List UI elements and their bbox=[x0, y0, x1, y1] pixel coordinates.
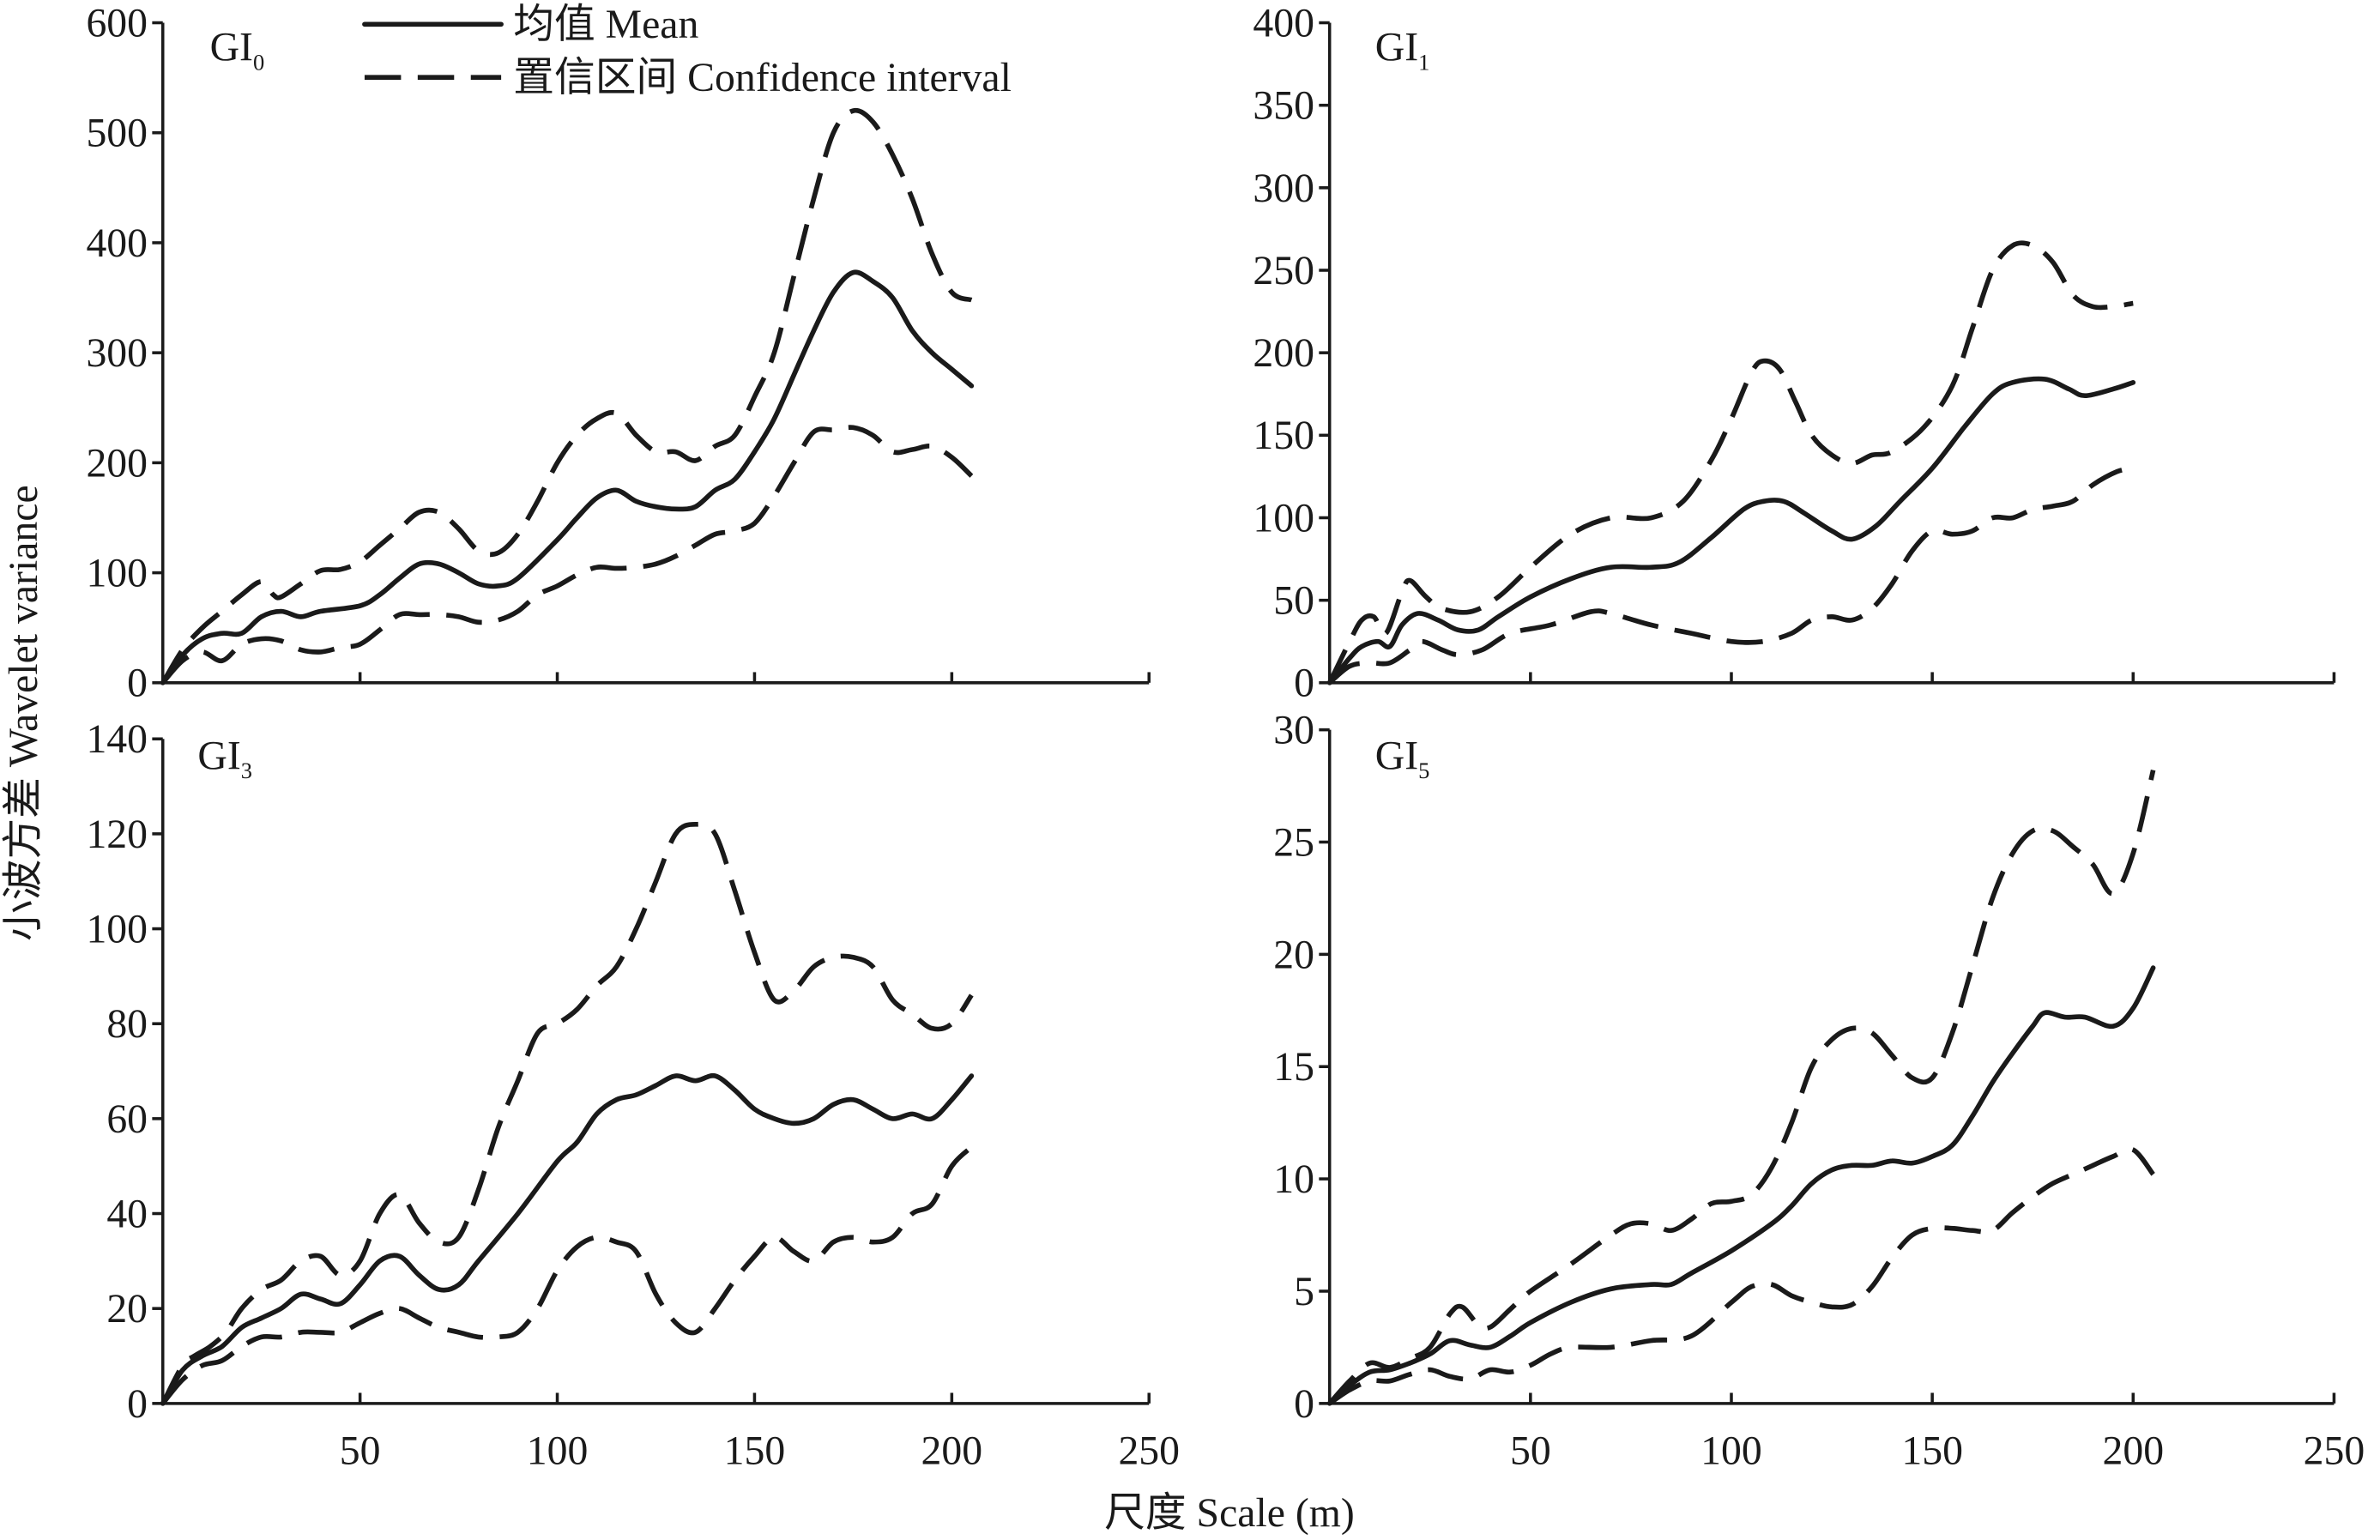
y-tick-label: 100 bbox=[86, 551, 148, 596]
y-tick-label: 20 bbox=[106, 1286, 148, 1332]
panel-title: GI1 bbox=[1375, 25, 1430, 75]
ci-lower-line bbox=[1328, 1146, 2155, 1406]
y-tick-label: 140 bbox=[86, 716, 148, 762]
y-tick-label: 500 bbox=[86, 111, 148, 156]
panel-gi5: 0 5 10 15 20 25 30 50 100 150 200 250 GI5 bbox=[1273, 708, 2365, 1474]
mean-line bbox=[1326, 965, 2156, 1406]
y-tick-label: 0 bbox=[1294, 1381, 1314, 1427]
panel-gi0: 0 100 200 300 400 500 600 GI0 bbox=[86, 0, 1151, 706]
ci-lower-line bbox=[160, 1144, 974, 1405]
x-tick-label: 50 bbox=[340, 1428, 381, 1474]
legend-ci-label: 置信区间 Confidence interval bbox=[513, 55, 1012, 100]
y-tick-label: 400 bbox=[1253, 0, 1314, 45]
panel-title-subscript: 3 bbox=[241, 758, 252, 783]
y-tick-label: 300 bbox=[1253, 166, 1314, 211]
x-tick-label: 250 bbox=[1118, 1428, 1180, 1474]
x-tick-label: 200 bbox=[921, 1428, 983, 1474]
y-tick-label: 50 bbox=[1273, 578, 1314, 624]
panel-gi1: 0 50 100 150 200 250 300 350 400 GI1 bbox=[1253, 0, 2336, 706]
y-tick-label: 80 bbox=[106, 1001, 148, 1047]
y-tick-label: 200 bbox=[1253, 330, 1314, 376]
ci-upper-line bbox=[1327, 240, 2134, 685]
panel-title-subscript: 0 bbox=[253, 49, 264, 75]
y-tick-label: 300 bbox=[86, 330, 148, 376]
y-tick-label: 600 bbox=[86, 0, 148, 45]
panel-gi3: 0 20 40 60 80 100 120 140 50 100 150 200 250 GI3 bbox=[86, 716, 1180, 1473]
y-tick-label: 5 bbox=[1294, 1269, 1314, 1314]
legend: 均值 Mean 置信区间 Confidence interval bbox=[362, 2, 1012, 100]
y-tick-label: 250 bbox=[1253, 248, 1314, 293]
y-tick-label: 100 bbox=[1253, 495, 1314, 541]
mean-line bbox=[160, 1072, 975, 1406]
legend-mean-label: 均值 Mean bbox=[513, 2, 698, 47]
y-tick-label: 25 bbox=[1273, 819, 1314, 865]
ci-upper-line bbox=[160, 107, 973, 685]
y-tick-label: 350 bbox=[1253, 83, 1314, 129]
y-tick-label: 40 bbox=[106, 1191, 148, 1236]
mean-line bbox=[1326, 376, 2136, 685]
x-tick-label: 100 bbox=[527, 1428, 589, 1474]
y-tick-label: 100 bbox=[86, 906, 148, 951]
panel-title: GI3 bbox=[197, 734, 252, 784]
y-tick-label: 120 bbox=[86, 812, 148, 857]
ci-lower-line bbox=[1327, 465, 2134, 685]
x-tick-label: 100 bbox=[1700, 1428, 1762, 1474]
ci-upper-line bbox=[160, 821, 974, 1405]
y-tick-label: 15 bbox=[1273, 1044, 1314, 1090]
x-tick-label: 200 bbox=[2102, 1428, 2164, 1474]
mean-line bbox=[160, 269, 975, 685]
ci-upper-line bbox=[1327, 770, 2156, 1405]
y-tick-label: 10 bbox=[1273, 1157, 1314, 1202]
y-tick-label: 400 bbox=[86, 220, 148, 266]
y-tick-label: 0 bbox=[127, 661, 148, 706]
y-tick-label: 0 bbox=[1294, 661, 1314, 706]
y-tick-label: 0 bbox=[127, 1381, 148, 1427]
x-tick-label: 50 bbox=[1510, 1428, 1551, 1474]
y-tick-label: 30 bbox=[1273, 708, 1314, 753]
panel-title-subscript: 5 bbox=[1418, 758, 1429, 783]
y-tick-label: 60 bbox=[106, 1096, 148, 1142]
y-tick-label: 20 bbox=[1273, 932, 1314, 977]
x-tick-label: 250 bbox=[2304, 1428, 2365, 1474]
ci-lower-line bbox=[160, 425, 974, 685]
x-tick-label: 150 bbox=[724, 1428, 786, 1474]
panel-title: GI0 bbox=[210, 25, 265, 75]
panel-title: GI5 bbox=[1375, 734, 1430, 784]
y-tick-label: 200 bbox=[86, 440, 148, 486]
x-tick-label: 150 bbox=[1901, 1428, 1963, 1474]
panel-title-subscript: 1 bbox=[1418, 49, 1429, 75]
y-tick-label: 150 bbox=[1253, 413, 1314, 458]
y-axis-label: 小波方差 Wavelet variance bbox=[1, 485, 46, 941]
x-axis-label: 尺度 Scale (m) bbox=[1104, 1490, 1355, 1536]
